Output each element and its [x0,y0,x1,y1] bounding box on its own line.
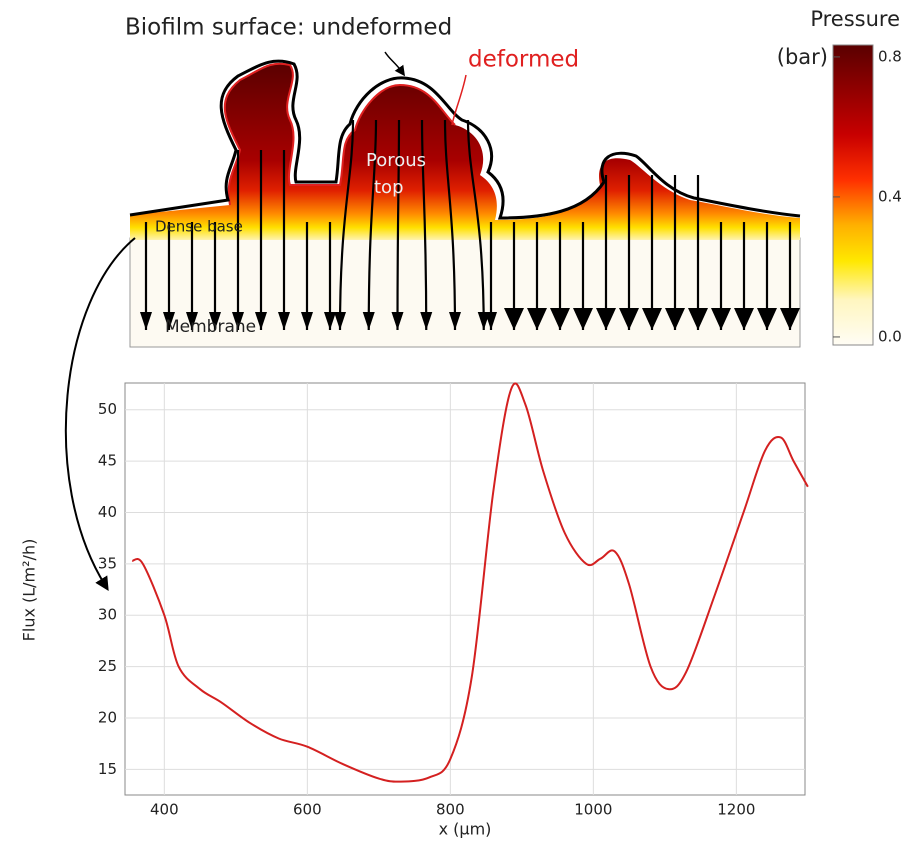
pointer-arrow [64,237,136,591]
porous-label: Porous [366,150,426,171]
y-tick-label: 25 [98,657,117,675]
streamline [396,119,401,331]
y-tick-label: 40 [98,503,117,521]
colorbar-title: (bar) [777,45,828,69]
streamline-arrow [642,308,662,330]
membrane-label: Membrane [165,317,256,337]
deformed-label: deformed [468,47,579,73]
x-tick-label: 600 [293,801,322,819]
streamline-arrow [391,312,404,330]
streamline-arrow [449,312,461,330]
colorbar-title: Pressure [810,7,900,31]
streamline-arrow [140,312,152,330]
streamline-arrow [573,308,593,330]
x-axis-title: x (µm) [439,820,492,839]
y-tick-label: 15 [98,760,117,778]
streamline-arrow [734,308,754,330]
streamline-arrow [255,312,267,330]
streamline-arrow [209,312,221,330]
streamline-arrow [485,312,497,330]
flux-line [131,382,809,783]
colorbar-tick-label: 0.4 [878,187,902,205]
streamline-arrow [186,312,198,330]
streamline [338,119,355,331]
y-tick-label: 45 [98,452,117,470]
surface-label: Biofilm surface: undeformed [125,15,452,41]
streamline [420,119,428,331]
deformed-surface [223,62,456,206]
plot-area [124,382,806,796]
streamline [443,119,457,331]
diagram: Biofilm surface: undeformed deformed Por… [64,15,801,591]
dense-label: Dense base [155,218,243,236]
membrane [129,237,801,348]
streamline-arrow [301,312,313,330]
streamline-arrow [665,308,685,330]
streamline-arrow [550,308,570,330]
y-tick-label: 20 [98,708,117,726]
streamline-arrow [324,312,336,330]
y-tick-label: 50 [98,400,117,418]
x-tick-label: 400 [150,801,179,819]
streamline-arrow [527,308,547,330]
porous-label: top [374,177,404,198]
colorbar: Pressure (bar) 0.0 0.4 0.8 [777,7,902,346]
streamline-arrow [596,308,616,330]
streamline-arrow [163,312,175,330]
streamline-arrow [757,308,777,330]
y-tick-label: 30 [98,606,117,624]
streamline-arrow [711,308,731,330]
streamline-arrow [278,312,290,330]
colorbar-tick-label: 0.0 [878,327,902,345]
y-tick-label: 35 [98,554,117,572]
pointer-arrow [384,51,406,77]
colorbar-tick-label: 0.8 [878,47,902,65]
streamline [466,119,485,331]
streamline-arrow [232,312,244,330]
streamlines [140,119,800,331]
colorbar-gradient [832,44,874,346]
streamline [367,119,378,331]
streamline-arrow [780,308,800,330]
x-tick-label: 1000 [574,801,612,819]
line-chart: x (µm) Flux (L/m²/h) 400 600 800 1000 1200 15… [20,382,809,839]
streamline-arrow [619,308,639,330]
y-axis-title: Flux (L/m²/h) [20,539,39,642]
streamline-arrow [504,308,524,330]
streamline-arrow [334,312,346,330]
streamline-arrow [362,312,375,330]
undeformed-surface [129,59,801,220]
x-tick-label: 800 [436,801,465,819]
x-tick-label: 1200 [717,801,755,819]
biofilm [130,63,800,240]
pointer-line [451,74,467,126]
streamline-arrow [420,312,433,330]
streamline-arrow [688,308,708,330]
